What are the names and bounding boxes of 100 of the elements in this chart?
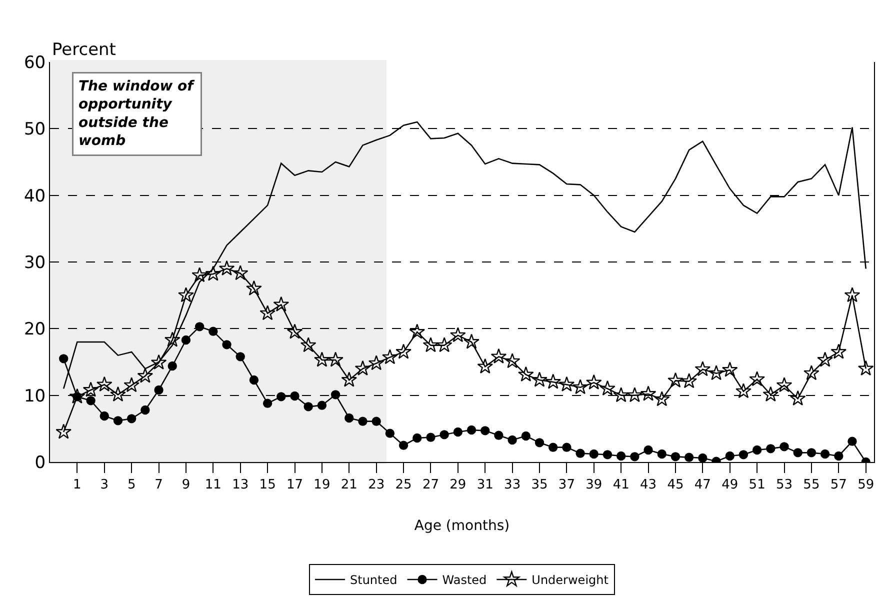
point — [194, 322, 204, 332]
x-tick-label: 7 — [154, 478, 163, 493]
point — [504, 353, 520, 368]
point — [548, 442, 558, 452]
point — [725, 451, 734, 461]
x-tick-label: 57 — [830, 478, 847, 493]
point — [396, 344, 412, 359]
x-tick-label: 15 — [259, 478, 276, 493]
point — [205, 266, 222, 281]
y-tick-label: 20 — [24, 320, 46, 340]
band-label: The window of opportunity outside the womb — [78, 78, 196, 150]
point — [192, 267, 208, 282]
point — [317, 400, 327, 410]
point — [518, 366, 534, 382]
point — [766, 444, 776, 454]
point — [440, 430, 449, 440]
x-tick-label: 27 — [422, 478, 440, 493]
point — [545, 374, 562, 389]
x-tick-label: 13 — [232, 478, 249, 493]
point — [232, 265, 248, 280]
point — [722, 362, 738, 377]
point — [276, 392, 286, 402]
point — [708, 365, 724, 380]
point — [654, 391, 670, 406]
point — [398, 440, 408, 450]
point — [124, 377, 140, 392]
point — [616, 451, 626, 461]
point — [806, 448, 816, 458]
x-tick-label: 55 — [803, 478, 820, 493]
x-tick-label: 45 — [667, 478, 684, 493]
point — [150, 354, 167, 370]
point — [589, 449, 598, 459]
point — [409, 324, 426, 339]
point — [354, 360, 371, 376]
point — [382, 349, 398, 364]
point — [168, 361, 177, 371]
point — [848, 436, 857, 446]
y-axis-title: Percent — [52, 40, 116, 60]
point — [834, 451, 844, 461]
legend-label: Stunted — [350, 573, 398, 588]
point — [82, 382, 99, 397]
legend-label: Wasted — [442, 573, 487, 588]
point — [113, 416, 123, 426]
point — [670, 452, 680, 462]
point — [260, 305, 276, 320]
x-tick-label: 49 — [722, 478, 738, 493]
point — [56, 424, 72, 439]
x-tick-label: 47 — [694, 478, 711, 493]
point — [412, 433, 422, 443]
point — [844, 287, 860, 302]
point — [494, 430, 504, 440]
x-tick-label: 9 — [182, 478, 190, 493]
point — [426, 432, 436, 442]
x-tick-label: 53 — [776, 478, 793, 493]
point — [534, 438, 544, 448]
point — [100, 411, 109, 421]
point — [341, 372, 358, 387]
point — [249, 375, 259, 385]
x-tick-label: 1 — [73, 478, 82, 493]
point — [436, 337, 452, 352]
point — [246, 280, 262, 296]
point — [684, 452, 694, 462]
point — [736, 383, 752, 398]
x-tick-label: 23 — [368, 478, 385, 493]
point — [464, 334, 480, 349]
point — [576, 448, 585, 458]
point — [480, 426, 490, 436]
x-tick-label: 37 — [558, 478, 575, 493]
point — [532, 372, 548, 387]
point — [273, 296, 290, 312]
point — [453, 427, 463, 437]
point — [328, 352, 344, 367]
point — [372, 416, 381, 426]
point — [820, 449, 830, 459]
x-tick-label: 5 — [127, 478, 136, 493]
point — [137, 368, 154, 383]
point — [681, 373, 697, 388]
point — [558, 376, 575, 392]
x-tick-label: 43 — [640, 478, 657, 493]
point — [218, 260, 235, 276]
x-tick-label: 29 — [450, 478, 466, 493]
x-tick-label: 17 — [286, 478, 304, 493]
point — [521, 431, 531, 441]
point — [140, 405, 150, 415]
point — [181, 335, 191, 345]
point — [304, 402, 313, 412]
point — [602, 450, 612, 460]
x-tick-label: 25 — [395, 478, 412, 493]
y-tick-label: 40 — [24, 186, 46, 206]
point — [59, 354, 68, 364]
point — [817, 352, 833, 367]
point — [644, 445, 653, 455]
y-tick-label: 10 — [24, 386, 46, 406]
point — [749, 371, 765, 386]
y-tick-label: 50 — [24, 120, 46, 140]
point — [385, 428, 395, 438]
point — [776, 377, 792, 392]
x-tick-label: 33 — [504, 478, 521, 493]
point — [694, 361, 711, 376]
point — [630, 452, 640, 462]
